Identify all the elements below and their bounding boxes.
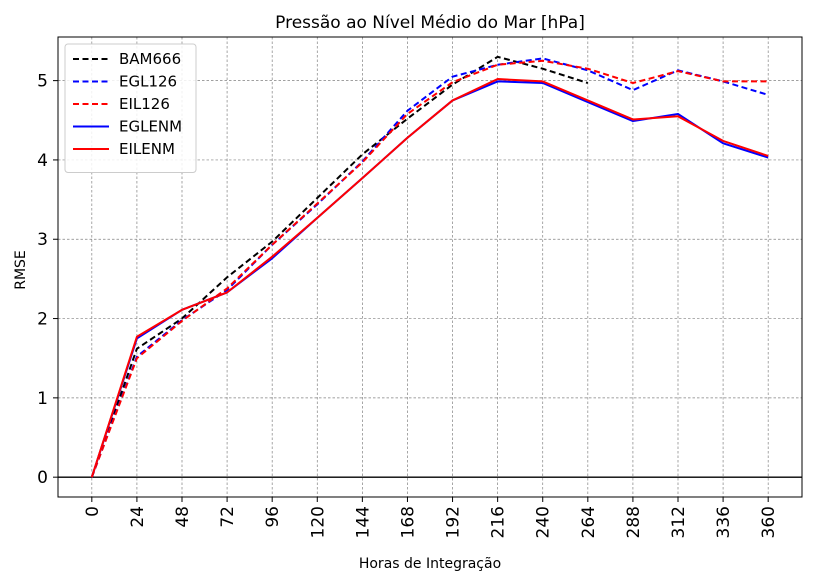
y-tick-label: 3	[37, 230, 48, 250]
y-tick-label: 1	[37, 389, 48, 409]
y-axis-label: RMSE	[13, 250, 29, 290]
x-tick-label: 168	[398, 506, 418, 538]
plot-frame	[57, 36, 803, 498]
x-tick-label: 240	[534, 506, 554, 538]
legend-label-eglenm: EGLENM	[119, 118, 182, 136]
x-axis-label: Horas de Integração	[359, 556, 501, 572]
series-group	[90, 55, 769, 478]
x-tick-label: 216	[489, 506, 509, 538]
x-tick-label: 192	[444, 506, 464, 538]
legend-label-bam666: BAM666	[119, 50, 181, 68]
legend-label-eilenm: EILENM	[119, 140, 175, 158]
x-tick-label: 336	[714, 506, 734, 538]
y-axis: 0 1 2 3 4 5	[37, 72, 58, 488]
x-tick-label: 72	[218, 506, 238, 528]
x-tick-label: 48	[173, 506, 193, 528]
x-tick-label: 144	[353, 506, 373, 538]
y-tick-label: 0	[37, 468, 48, 488]
series-line-bam666	[90, 55, 589, 478]
y-tick-label: 4	[37, 151, 48, 171]
chart-title: Pressão ao Nível Médio do Mar [hPa]	[275, 13, 585, 33]
legend-label-eil126: EIL126	[119, 95, 170, 113]
x-tick-label: 264	[579, 506, 599, 538]
x-tick-label: 0	[83, 506, 103, 517]
y-tick-label: 5	[37, 72, 48, 92]
legend-box	[64, 43, 197, 173]
legend: BAM666 EGL126 EIL126 EGLENM EILENM	[64, 43, 197, 173]
x-axis: 0 24 48 72 96 120 144 168 192 216 240 264 288 312 336 3…	[83, 497, 779, 538]
series-line-eilenm	[90, 78, 769, 478]
x-tick-label: 24	[128, 506, 148, 528]
x-tick-label: 288	[624, 506, 644, 538]
series-line-eil126	[90, 59, 769, 478]
y-tick-label: 2	[37, 310, 48, 330]
legend-label-egl126: EGL126	[119, 73, 177, 91]
x-tick-label: 360	[759, 506, 779, 538]
x-tick-label: 120	[308, 506, 328, 538]
x-tick-label: 312	[669, 506, 689, 538]
x-tick-label: 96	[263, 506, 283, 528]
